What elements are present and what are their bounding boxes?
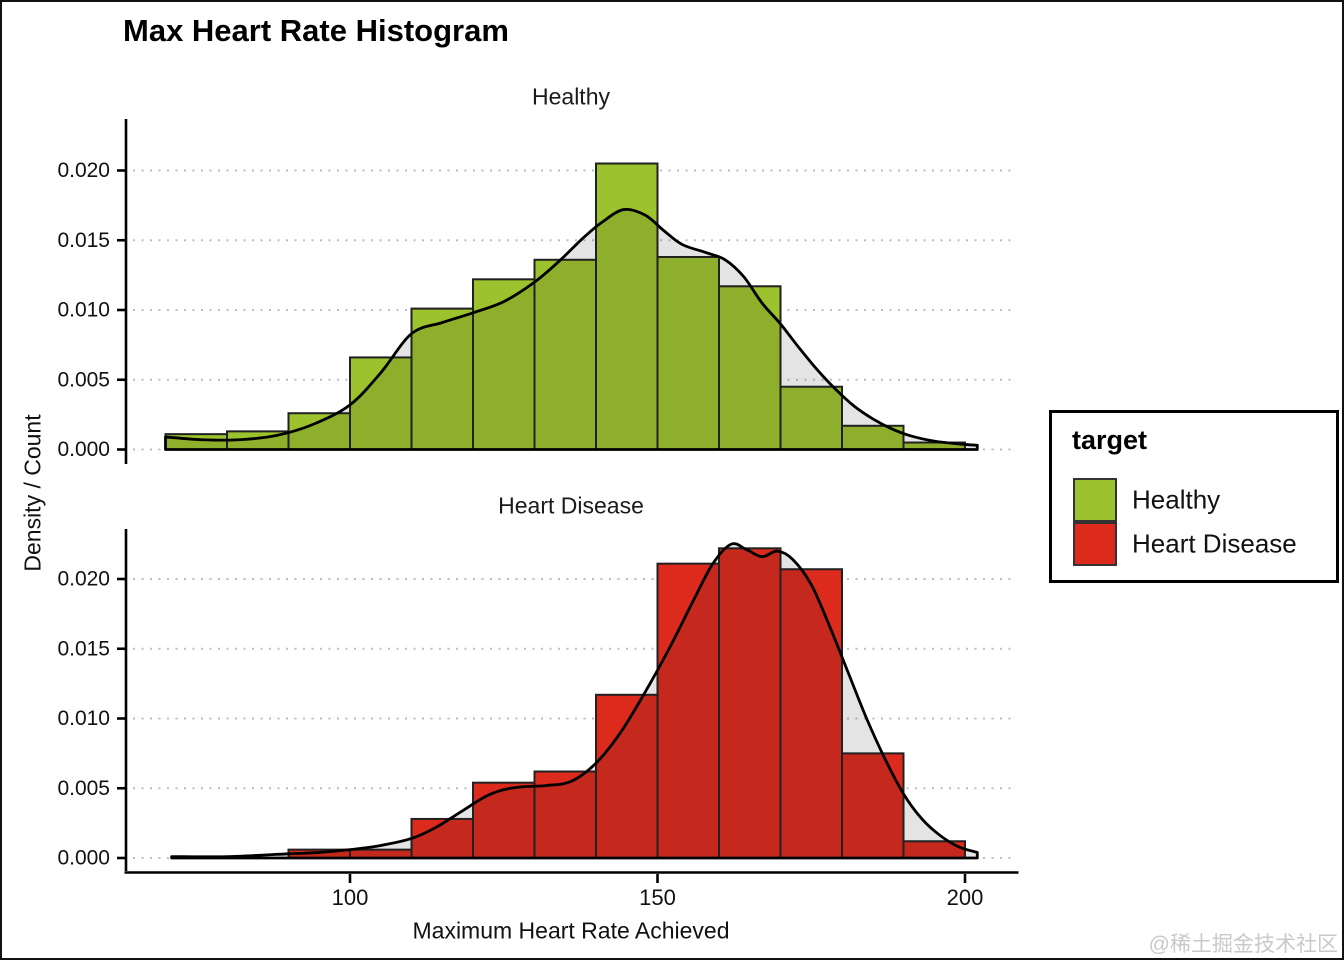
y-tick-label: 0.020: [57, 159, 110, 182]
facet-label-heart-disease: Heart Disease: [498, 492, 644, 519]
y-tick-label: 0.005: [57, 777, 110, 800]
y-tick-label: 0.000: [57, 438, 110, 461]
histogram-bar-170: [779, 568, 843, 859]
histogram-bar-120: [472, 781, 536, 859]
histogram-bar-120: [472, 278, 536, 451]
y-tick-label: 0.015: [57, 637, 110, 660]
facet-label-healthy: Healthy: [532, 83, 610, 110]
y-tick-label: 0.020: [57, 568, 110, 591]
x-tick-label: 200: [947, 885, 984, 910]
watermark: @稀土掘金技术社区: [1148, 933, 1338, 956]
y-tick-label: 0.015: [57, 229, 110, 252]
legend-label-healthy: Healthy: [1132, 484, 1221, 515]
y-axis-title: Density / Count: [19, 414, 46, 572]
legend-swatch-heart-disease: [1073, 522, 1117, 566]
histogram-bar-130: [533, 258, 597, 451]
legend: target Healthy Heart Disease: [1049, 410, 1339, 583]
y-tick-label: 0.010: [57, 707, 110, 730]
y-tick-label: 0.010: [57, 299, 110, 322]
x-tick-label: 150: [639, 885, 676, 910]
histogram-bar-160: [718, 547, 782, 859]
histogram-bar-150: [656, 255, 720, 451]
legend-label-heart-disease: Heart Disease: [1132, 528, 1297, 559]
x-axis-title: Maximum Heart Rate Achieved: [412, 917, 730, 944]
histogram-bar-180: [841, 752, 905, 859]
density-curve-area: [170, 542, 979, 860]
y-tick-label: 0.005: [57, 368, 110, 391]
legend-title: target: [1072, 425, 1148, 455]
legend-swatch-healthy: [1073, 478, 1117, 522]
y-tick-label: 0.000: [57, 847, 110, 870]
density-curve-area: [164, 207, 979, 451]
histogram-bar-140: [595, 162, 659, 451]
chart-title: Max Heart Rate Histogram: [123, 13, 509, 48]
x-tick-label: 100: [332, 885, 369, 910]
